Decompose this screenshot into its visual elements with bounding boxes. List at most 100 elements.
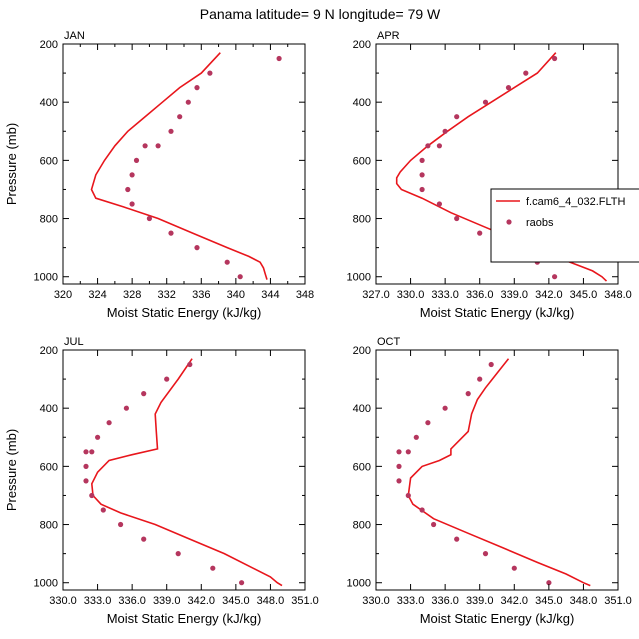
raobs-point [224,259,230,265]
panel-apr: APR 327.0 330.0 333.0 336.0 339.0 342.0 345.0 34… [347,30,632,320]
raobs-point [125,186,131,193]
x-tick-label: 342.0 [501,595,529,607]
x-tick-label: 320 [54,289,72,301]
raobs-point [482,99,489,105]
model-profile-line [90,52,268,280]
raobs-point [454,536,460,542]
raobs-point [194,245,200,251]
raobs-point [442,405,448,411]
panels-group: JAN 320 324 328 332 336 340 344 348 200 400 600 800 1… [4,30,632,626]
y-tick-label: 1000 [34,272,58,284]
y-tick-label: 600 [40,461,58,473]
raobs-point [142,143,148,149]
raobs-point [141,536,147,542]
model-profile-line [407,358,591,587]
x-tick-label: 351.0 [604,595,632,607]
x-tick-label: 333.0 [397,595,425,607]
raobs-point [419,157,425,163]
raobs-point [129,172,135,178]
raobs-point [436,143,442,149]
raobs-point [239,580,245,586]
legend-dot-swatch [506,219,512,225]
raobs-point [146,215,152,222]
raobs-point [194,85,200,91]
raobs-point [552,274,558,280]
panel-jul: JUL 330.0 333.0 336.0 339.0 342.0 345.0 348.0 35… [4,336,319,626]
y-tick-label: 400 [353,97,371,109]
x-tick-label: 330.0 [49,595,77,607]
raobs-point [123,405,129,411]
x-tick-label: 345.0 [535,595,563,607]
raobs-point [177,114,183,120]
x-tick-label: 333.0 [84,595,112,607]
raobs-point [552,55,558,62]
raobs-point [95,434,101,440]
raobs-point [505,85,512,91]
y-tick-label: 600 [353,155,371,167]
raobs-point [419,507,425,513]
x-tick-label: 348.0 [604,289,632,301]
y-tick-label: 400 [40,97,58,109]
x-tick-label: 336.0 [118,595,146,607]
raobs-point [168,128,174,134]
x-axis-title: Moist Static Energy (kJ/kg) [420,611,575,626]
raobs-point [155,143,161,149]
y-tick-label: 600 [353,461,371,473]
raobs-point [482,551,489,557]
x-tick-label: 330.0 [397,289,425,301]
x-tick-label: 339.0 [153,595,181,607]
x-tick-label: 339.0 [501,289,529,301]
raobs-point [477,376,483,382]
raobs-point [523,70,529,76]
raobs-point [89,449,95,455]
x-tick-label: 333.0 [431,289,459,301]
x-tick-label: 327.0 [362,289,390,301]
raobs-point [413,434,419,440]
raobs-point [511,565,517,571]
raobs-point [396,478,402,484]
panel-label: OCT [377,336,401,348]
y-tick-label: 800 [40,520,58,532]
raobs-point [118,521,124,528]
y-tick-label: 200 [353,39,371,51]
y-tick-label: 600 [40,155,58,167]
raobs-point [89,492,95,499]
model-profile-line [90,358,283,587]
plot-frame [62,349,306,591]
raobs-point [164,376,170,382]
raobs-point [83,463,89,469]
raobs-point [454,114,460,120]
panel-label: JAN [64,30,85,42]
x-axis-title: Moist Static Energy (kJ/kg) [420,305,575,320]
x-tick-label: 324 [88,289,106,301]
x-tick-label: 336.0 [431,595,459,607]
x-tick-label: 351.0 [291,595,319,607]
raobs-point [419,186,425,193]
raobs-point [83,449,89,455]
raobs-point [133,157,140,163]
raobs-point [83,478,89,484]
raobs-point [106,420,112,426]
raobs-point [546,580,552,586]
y-tick-label: 1000 [347,272,371,284]
y-tick-label: 1000 [347,578,371,590]
plot-frame [375,43,619,285]
y-tick-label: 400 [40,403,58,415]
raobs-point [396,463,402,469]
y-tick-label: 1000 [34,578,58,590]
raobs-point [425,143,431,149]
x-tick-label: 328 [123,289,141,301]
y-tick-label: 200 [353,345,371,357]
x-tick-label: 348.0 [257,595,285,607]
x-tick-label: 339.0 [466,595,494,607]
x-tick-label: 342.0 [535,289,563,301]
raobs-point [465,391,471,397]
raobs-point [436,201,442,207]
raobs-point [187,361,193,368]
raobs-point [210,565,216,571]
y-tick-label: 800 [353,214,371,226]
chart-title: Panama latitude= 9 N longitude= 79 W [200,6,441,22]
x-tick-label: 348 [296,289,314,301]
raobs-point [185,99,191,105]
y-tick-label: 400 [353,403,371,415]
